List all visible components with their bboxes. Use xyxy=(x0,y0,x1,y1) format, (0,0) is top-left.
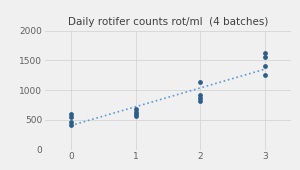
Point xyxy=(198,81,203,84)
Point xyxy=(263,56,268,59)
Point xyxy=(133,110,138,113)
Point xyxy=(133,108,138,110)
Point xyxy=(263,52,268,55)
Point xyxy=(133,115,138,118)
Point xyxy=(263,65,268,68)
Point xyxy=(68,123,73,126)
Title: Daily rotifer counts rot/ml  (4 batches): Daily rotifer counts rot/ml (4 batches) xyxy=(68,17,268,27)
Point xyxy=(198,99,203,102)
Point xyxy=(198,97,203,99)
Point xyxy=(68,120,73,123)
Point xyxy=(263,74,268,76)
Point xyxy=(68,113,73,116)
Point xyxy=(68,116,73,118)
Point xyxy=(133,113,138,116)
Point xyxy=(198,94,203,96)
